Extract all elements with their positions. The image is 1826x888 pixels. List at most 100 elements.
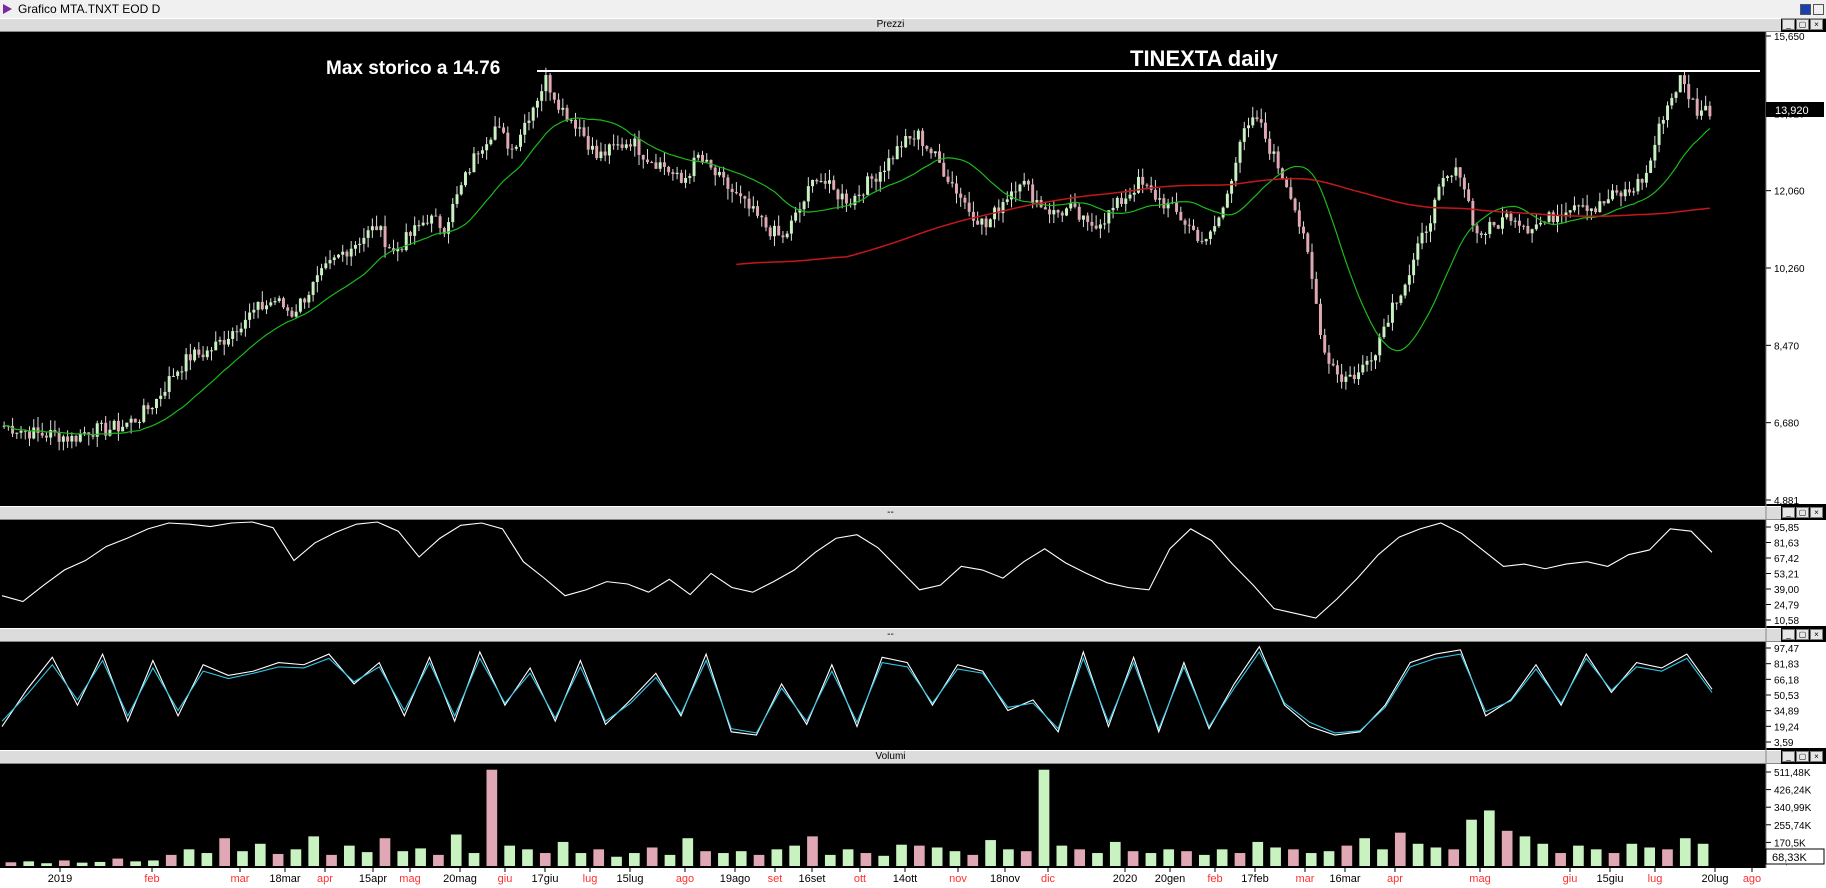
candle (1674, 92, 1678, 98)
candle (679, 172, 683, 183)
candle (650, 162, 654, 164)
candle (1065, 208, 1068, 216)
candle (654, 162, 658, 169)
panel-restore-button[interactable]: ▢ (1796, 629, 1809, 640)
panel-close-button[interactable]: × (1810, 507, 1823, 518)
stoch-series-0 (1, 645, 1713, 736)
candle (138, 421, 142, 423)
candle (1369, 360, 1373, 362)
panel-restore-button[interactable]: ▢ (1796, 507, 1809, 518)
candle (167, 376, 171, 392)
volume-bar (361, 852, 373, 866)
candle (633, 138, 637, 147)
window-titlebar: Grafico MTA.TNXT EOD D (0, 0, 1826, 19)
candle (1589, 208, 1593, 211)
candle (535, 100, 539, 108)
candle (675, 172, 679, 175)
candle (959, 193, 963, 198)
x-tick-label: 17giu (532, 873, 559, 885)
panel-minimize-button[interactable]: _ (1782, 507, 1795, 518)
candle (1340, 374, 1344, 382)
candle (150, 408, 154, 410)
panel-close-button[interactable]: × (1810, 19, 1823, 30)
candle (1052, 210, 1056, 215)
window-maximize-button[interactable] (1813, 4, 1824, 15)
volume-bar (522, 849, 533, 866)
volume-bar (967, 854, 979, 866)
panel-restore-button[interactable]: ▢ (1796, 751, 1809, 762)
candle (95, 423, 99, 437)
candle (938, 151, 942, 163)
panel-restore-button[interactable]: ▢ (1796, 19, 1809, 30)
volume-bar (1573, 845, 1584, 866)
candle (400, 249, 404, 251)
candle (1429, 223, 1433, 232)
candle (1242, 128, 1246, 142)
volume-bar (468, 853, 480, 866)
volume-bar (1679, 838, 1691, 866)
candle (193, 349, 197, 361)
volume-bar (753, 854, 765, 866)
candle (781, 235, 785, 238)
candle (815, 179, 819, 182)
candle (1145, 184, 1149, 186)
volume-bar (130, 861, 141, 866)
candle (1653, 144, 1657, 161)
candle (933, 151, 937, 154)
candle (1280, 168, 1284, 179)
panel-minimize-button[interactable]: _ (1782, 629, 1795, 640)
candle (777, 225, 781, 236)
candle (1153, 189, 1157, 200)
stoch-panel-header: -- (0, 628, 1781, 642)
candle (544, 75, 548, 92)
candle (1314, 278, 1318, 304)
candle (1318, 303, 1322, 336)
candle (514, 146, 518, 149)
candle (510, 148, 514, 150)
volume-bar (1109, 841, 1121, 866)
candle (159, 395, 163, 399)
candle (1399, 295, 1403, 303)
candle (747, 198, 751, 209)
candle (1501, 217, 1504, 229)
candle (248, 312, 252, 320)
candle (345, 251, 349, 257)
candle (1022, 180, 1026, 185)
volume-bar (1092, 853, 1103, 866)
rsi-panel-header: -- (0, 506, 1781, 520)
candle (899, 146, 903, 148)
candle (1534, 224, 1538, 230)
candle (1462, 177, 1466, 190)
candle (1081, 215, 1085, 220)
volume-bar (1181, 851, 1192, 866)
candle (552, 92, 556, 100)
panel-minimize-button[interactable]: _ (1782, 751, 1795, 762)
candle (1551, 212, 1555, 222)
candle (506, 132, 510, 149)
volume-bar (985, 840, 996, 866)
x-tick-label: 17feb (1241, 873, 1269, 885)
panel-close-button[interactable]: × (1810, 751, 1823, 762)
candle (819, 180, 823, 182)
y-tick-label: 12,060 (1774, 187, 1805, 198)
candle (366, 230, 370, 238)
candle (155, 398, 158, 409)
candle (569, 119, 573, 121)
y-tick-label: 15,650 (1774, 32, 1805, 43)
candle (1361, 364, 1365, 373)
volume-bar (272, 853, 284, 866)
panel-minimize-button[interactable]: _ (1782, 19, 1795, 30)
candle (1255, 117, 1259, 120)
panel-close-button[interactable]: × (1810, 629, 1823, 640)
candle (1026, 180, 1030, 185)
candle (984, 218, 988, 228)
y-tick-label: 340,99K (1774, 803, 1812, 814)
window-restore-button[interactable] (1800, 4, 1811, 15)
candle (226, 338, 230, 345)
candle (540, 91, 544, 101)
x-tick-label: 15giu (1597, 873, 1624, 885)
candle (993, 207, 997, 220)
x-tick-label: 20lug (1702, 873, 1729, 885)
x-tick-label: lug (583, 873, 598, 885)
volume-bar (718, 853, 729, 866)
